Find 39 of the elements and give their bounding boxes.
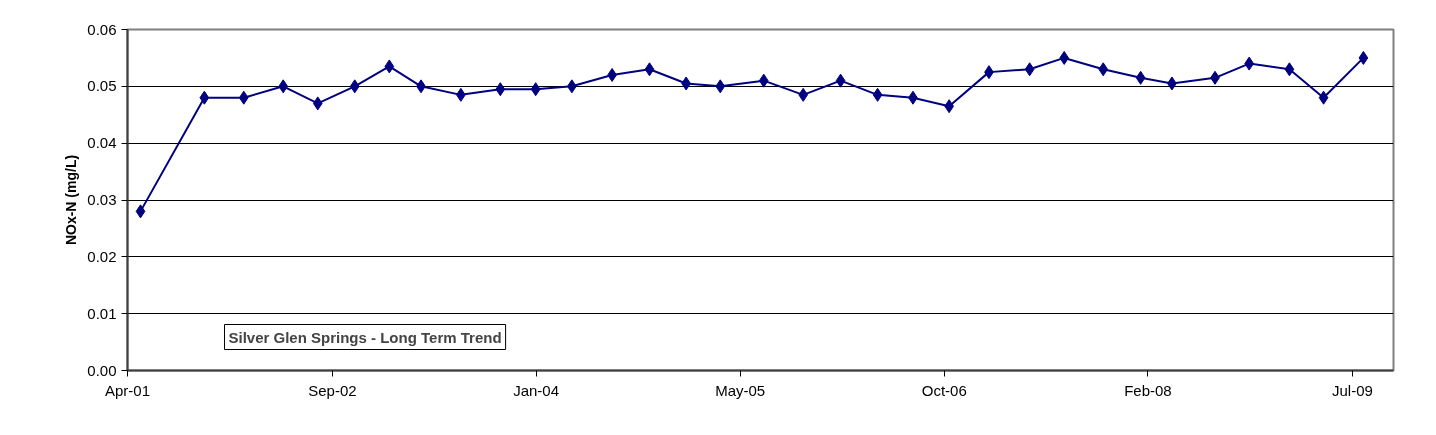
point	[495, 82, 506, 97]
point	[1098, 62, 1109, 77]
point	[199, 90, 210, 105]
point	[715, 79, 726, 94]
point	[278, 79, 289, 94]
x-tick-label: May-05	[715, 381, 766, 399]
point	[238, 90, 249, 105]
x-tick-label: Apr-01	[104, 381, 151, 399]
y-tick-label: 0.06	[87, 20, 117, 38]
point	[1244, 56, 1255, 71]
y-tick-label: 0.05	[87, 77, 117, 95]
point	[384, 59, 395, 74]
annotation: Silver Glen Springs - Long Term Trend	[228, 328, 502, 346]
point	[530, 82, 541, 97]
y-axis-title: NOx-N (mg/L)	[63, 154, 80, 246]
y-tick-label: 0.01	[87, 304, 117, 322]
x-tick-label: Jul-09	[1332, 381, 1373, 399]
x-tick-label: Jan-04	[513, 381, 560, 399]
point	[798, 87, 809, 102]
point	[1318, 90, 1329, 105]
point	[644, 62, 655, 77]
point	[1024, 62, 1035, 77]
point	[835, 73, 846, 88]
x-tick-label: Sep-02	[308, 381, 357, 399]
y-tick-label: 0.02	[87, 247, 117, 265]
point	[135, 204, 146, 219]
point	[1358, 50, 1369, 65]
y-tick-label: 0.03	[87, 191, 117, 208]
y-tick-label: 0.04	[87, 134, 117, 152]
point	[1059, 50, 1070, 65]
point	[758, 73, 769, 88]
point	[1284, 62, 1295, 77]
x-tick-label: Feb-08	[1124, 381, 1172, 399]
x-tick-label: Oct-06	[921, 381, 967, 399]
point	[1135, 70, 1146, 85]
point	[349, 79, 360, 94]
point	[872, 87, 883, 102]
point	[312, 96, 323, 111]
y-tick-label: 0.00	[87, 361, 117, 379]
